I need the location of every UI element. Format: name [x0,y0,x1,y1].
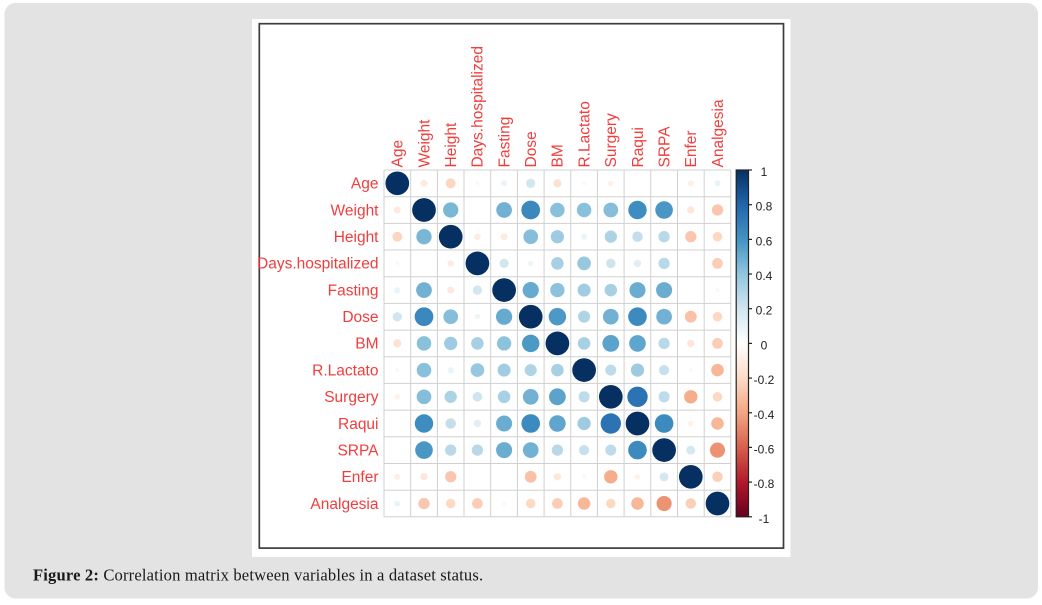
svg-text:Weight: Weight [416,119,433,168]
svg-text:Age: Age [390,140,407,168]
svg-text:Surgery: Surgery [603,113,620,168]
svg-text:Analgesia: Analgesia [310,496,378,513]
svg-text:-1: -1 [759,512,770,526]
svg-text:Figure 2: Correlation matrix b: Figure 2: Correlation matrix between var… [33,566,483,585]
svg-text:R.Lactato: R.Lactato [312,362,378,379]
svg-text:0.6: 0.6 [756,234,773,248]
svg-text:Fasting: Fasting [496,117,513,168]
svg-text:Enfer: Enfer [683,130,700,167]
svg-text:Analgesia: Analgesia [710,99,727,167]
svg-text:Surgery: Surgery [324,389,379,406]
svg-text:-0.2: -0.2 [754,373,775,387]
svg-text:Days.hospitalized: Days.hospitalized [470,46,487,167]
svg-text:R.Lactato: R.Lactato [576,101,593,167]
svg-text:Fasting: Fasting [328,282,379,299]
svg-text:Age: Age [351,176,379,193]
svg-text:Height: Height [443,122,460,167]
svg-text:0.4: 0.4 [756,269,773,283]
svg-text:Height: Height [334,229,379,246]
svg-text:0.2: 0.2 [756,304,773,318]
svg-text:Dose: Dose [342,309,378,326]
svg-text:Enfer: Enfer [341,469,378,486]
svg-text:BM: BM [355,336,378,353]
svg-text:Dose: Dose [523,131,540,167]
svg-text:-0.4: -0.4 [754,408,775,422]
svg-text:SRPA: SRPA [656,126,673,168]
svg-text:0.8: 0.8 [756,200,773,214]
svg-text:1: 1 [761,165,768,179]
svg-text:0: 0 [761,338,768,352]
svg-text:Days.hospitalized: Days.hospitalized [257,256,378,273]
svg-text:BM: BM [550,144,567,167]
svg-text:-0.6: -0.6 [754,442,775,456]
svg-text:Weight: Weight [331,202,380,219]
svg-text:Raqui: Raqui [338,416,379,433]
svg-text:-0.8: -0.8 [754,477,775,491]
svg-text:SRPA: SRPA [337,442,379,459]
svg-text:Raqui: Raqui [630,127,647,168]
